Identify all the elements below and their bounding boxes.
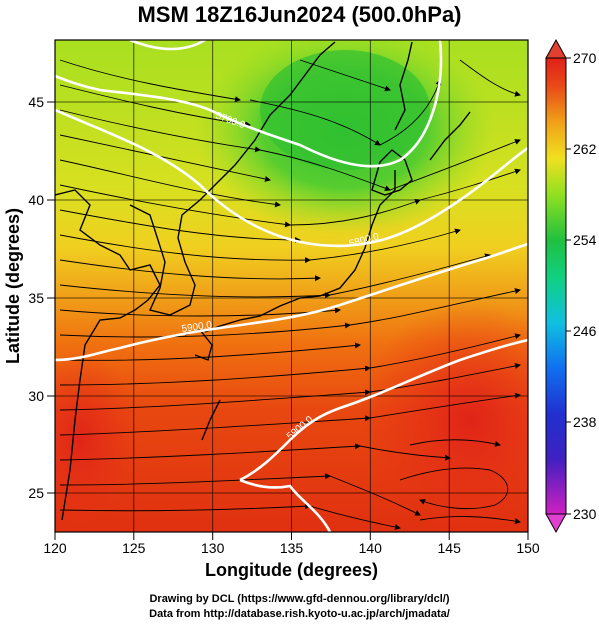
colorbar-ticks — [566, 57, 571, 515]
contour-5700 — [129, 40, 206, 51]
colorbar-label-262: 262 — [573, 141, 597, 157]
x-tick-145: 145 — [438, 540, 462, 556]
x-tick-labels: 120 125 130 135 140 145 150 — [43, 540, 540, 556]
map-plot-area: 5700.0 5800.0 5900.0 5900.0 — [55, 40, 528, 532]
x-tick-140: 140 — [359, 540, 383, 556]
contour-5900-south — [239, 338, 528, 482]
colorbar-frame — [545, 57, 567, 515]
y-tick-25: 25 — [28, 485, 44, 501]
contour-5900-north — [55, 242, 528, 362]
y-tick-45: 45 — [28, 94, 44, 110]
colorbar-label-270: 270 — [573, 50, 597, 66]
contour-5800 — [55, 108, 528, 248]
graticule — [55, 40, 528, 532]
y-tick-35: 35 — [28, 290, 44, 306]
wind-streamlines — [59, 59, 521, 530]
contour-5700-b — [55, 40, 443, 168]
warm-region-east — [360, 300, 528, 532]
colorbar-bottom-arrow — [545, 513, 567, 534]
map-title: MSM 18Z16Jun2024 (500.0hPa) — [137, 2, 462, 27]
y-axis-title: Latitude (degrees) — [3, 208, 23, 364]
credit-data-source: Data from http://database.rish.kyoto-u.a… — [149, 608, 450, 620]
x-axis-title: Longitude (degrees) — [205, 560, 378, 580]
y-tick-30: 30 — [28, 388, 44, 404]
x-tick-125: 125 — [122, 540, 146, 556]
contour-5900-south-b — [239, 478, 332, 532]
x-tick-150: 150 — [516, 540, 540, 556]
colorbar-label-246: 246 — [573, 323, 597, 339]
y-tick-labels: 25 30 35 40 45 — [28, 94, 44, 501]
height-contours — [55, 40, 528, 532]
colorbar: 270 262 254 246 238 230 — [545, 38, 597, 534]
colorbar-fill — [546, 58, 566, 514]
tick-marks — [47, 101, 529, 540]
cold-core-region-inner — [260, 50, 430, 170]
y-tick-40: 40 — [28, 192, 44, 208]
colorbar-top-arrow — [545, 38, 567, 59]
credit-drawing: Drawing by DCL (https://www.gfd-dennou.o… — [149, 593, 450, 605]
colorbar-label-238: 238 — [573, 414, 597, 430]
coastlines — [55, 41, 471, 521]
colorbar-label-254: 254 — [573, 232, 597, 248]
colorbar-label-230: 230 — [573, 506, 597, 522]
contour-label-5900a: 5900.0 — [181, 320, 213, 335]
x-tick-120: 120 — [43, 540, 67, 556]
x-tick-135: 135 — [280, 540, 304, 556]
x-tick-130: 130 — [201, 540, 225, 556]
